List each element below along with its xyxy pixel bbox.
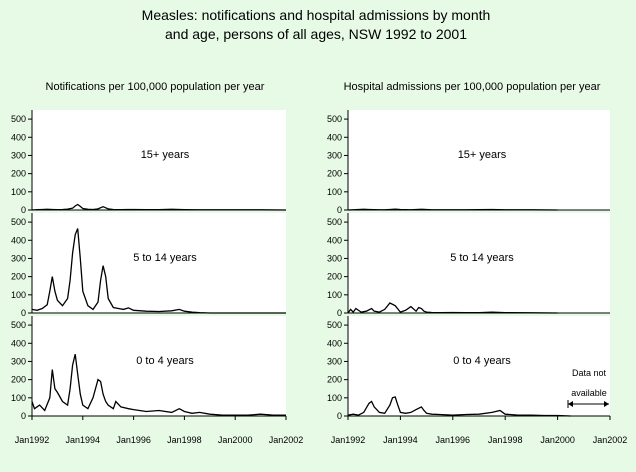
y-tick-label: 0 [337, 411, 342, 421]
y-tick-label: 300 [11, 150, 26, 160]
y-tick-label: 400 [11, 235, 26, 245]
panel-2-2: 0 100 200 300 400 500 5 to 14 years [327, 213, 610, 318]
y-tick-label: 100 [327, 290, 342, 300]
panel-age-label: 5 to 14 years [133, 252, 197, 264]
annotation-line1: Data not [572, 368, 607, 378]
x-tick-label: Jan1994 [66, 435, 101, 445]
chart-title-line2: and age, persons of all ages, NSW 1992 t… [165, 26, 467, 42]
y-tick-label: 200 [327, 169, 342, 179]
y-tick-label: 500 [327, 217, 342, 227]
y-tick-label: 400 [327, 132, 342, 142]
plot-area [32, 213, 286, 313]
y-tick-label: 300 [11, 356, 26, 366]
y-tick-label: 400 [327, 235, 342, 245]
y-tick-label: 200 [11, 272, 26, 282]
y-tick-label: 500 [11, 320, 26, 330]
panel-2-3: 0 100 200 300 400 500 0 to 4 years [327, 316, 610, 421]
x-tick-label: Jan2000 [540, 435, 575, 445]
x-tick-label: Jan2002 [593, 435, 628, 445]
annotation-arrowhead-right [604, 401, 609, 407]
panel-1-2: 0 100 200 300 400 500 5 to 14 years [11, 213, 286, 318]
data-not-available-annotation: Data not available [567, 368, 609, 408]
plot-area [348, 213, 610, 313]
panel-1-3: 0 100 200 300 400 500 0 to 4 years [11, 316, 286, 421]
y-tick-label: 100 [327, 393, 342, 403]
y-tick-label: 200 [327, 272, 342, 282]
panel-age-label: 0 to 4 years [136, 355, 194, 367]
y-tick-label: 200 [11, 375, 26, 385]
chart-title-line1: Measles: notifications and hospital admi… [142, 7, 491, 23]
series-line-0-to-4-years [31, 354, 286, 416]
y-tick-label: 500 [327, 320, 342, 330]
x-tick-label: Jan2000 [218, 435, 253, 445]
y-tick-label: 500 [11, 114, 26, 124]
y-tick-label: 0 [21, 411, 26, 421]
plot-area [32, 110, 286, 210]
panel-age-label: 15+ years [458, 149, 507, 161]
y-tick-label: 300 [327, 356, 342, 366]
chart-2-title: Hospital admissions per 100,000 populati… [344, 81, 601, 93]
y-tick-label: 0 [21, 205, 26, 215]
y-tick-label: 400 [11, 338, 26, 348]
plot-area [348, 110, 610, 210]
panel-age-label: 0 to 4 years [453, 355, 511, 367]
y-tick-label: 300 [327, 253, 342, 263]
y-tick-label: 0 [337, 205, 342, 215]
y-tick-label: 500 [11, 217, 26, 227]
y-tick-label: 0 [21, 308, 26, 318]
y-tick-label: 100 [11, 290, 26, 300]
panel-age-label: 5 to 14 years [450, 252, 514, 264]
y-tick-label: 300 [327, 150, 342, 160]
annotation-line2: available [571, 388, 607, 398]
y-tick-label: 500 [327, 114, 342, 124]
panel-1-1: 0 100 200 300 400 500 15+ years [11, 110, 287, 215]
x-tick-label: Jan1998 [167, 435, 202, 445]
x-tick-label: Jan1992 [15, 435, 50, 445]
y-tick-label: 400 [327, 338, 342, 348]
x-tick-label: Jan2002 [269, 435, 304, 445]
y-tick-label: 300 [11, 253, 26, 263]
plot-area [32, 316, 286, 416]
annotation-arrowhead-left [568, 401, 573, 407]
x-tick-label: Jan1996 [436, 435, 471, 445]
y-tick-label: 100 [327, 187, 342, 197]
panel-age-label: 15+ years [141, 149, 190, 161]
x-tick-label: Jan1994 [383, 435, 418, 445]
y-tick-label: 400 [11, 132, 26, 142]
y-tick-label: 100 [11, 393, 26, 403]
x-tick-label: Jan1998 [488, 435, 523, 445]
y-tick-label: 200 [327, 375, 342, 385]
y-tick-label: 0 [337, 308, 342, 318]
notifications-chart: Notifications per 100,000 population per… [11, 81, 303, 445]
series-line-0-to-4-years [347, 396, 571, 417]
panel-2-1: 0 100 200 300 400 500 15+ years [327, 110, 610, 215]
y-tick-label: 200 [11, 169, 26, 179]
series-line-5-to-14-years [31, 228, 286, 314]
y-tick-label: 100 [11, 187, 26, 197]
x-tick-label: Jan1996 [116, 435, 151, 445]
x-tick-label: Jan1992 [331, 435, 366, 445]
hospital-admissions-chart: Hospital admissions per 100,000 populati… [327, 81, 627, 445]
chart-1-title: Notifications per 100,000 population per… [46, 81, 265, 93]
